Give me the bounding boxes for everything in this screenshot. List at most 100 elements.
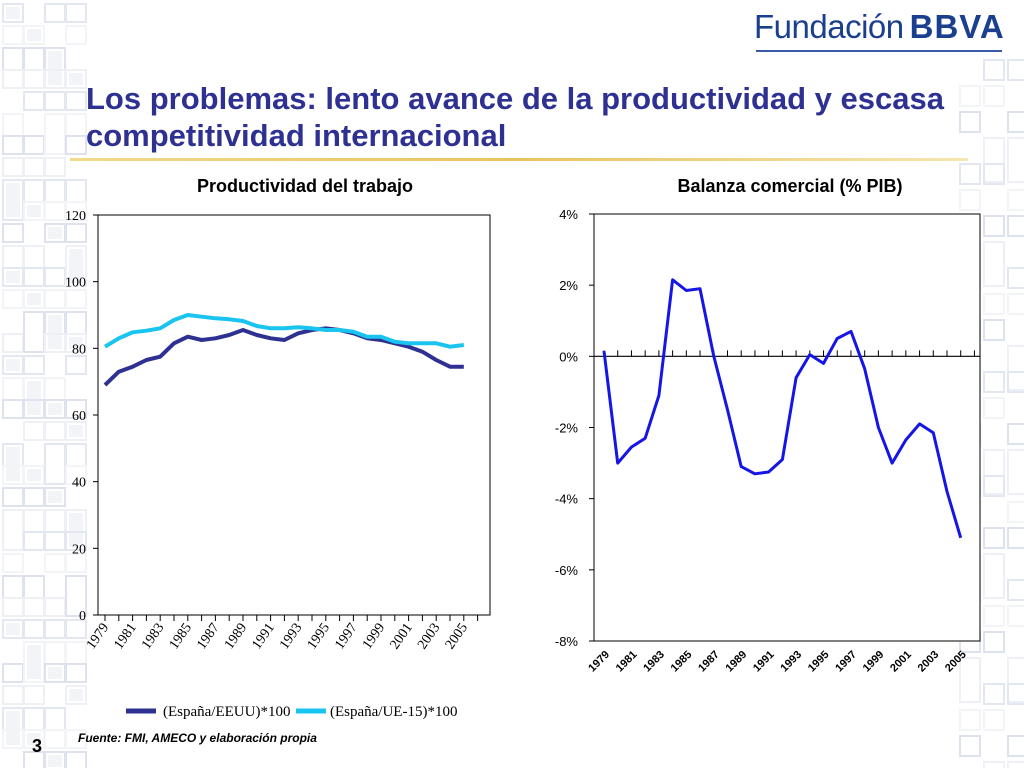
deco-tile-fill bbox=[69, 425, 83, 437]
deco-tile bbox=[65, 553, 87, 573]
deco-tile bbox=[65, 421, 87, 441]
deco-tile bbox=[65, 663, 87, 683]
deco-tile bbox=[1007, 189, 1024, 211]
right-y-tick-label: 2% bbox=[559, 278, 578, 293]
deco-tile-fill bbox=[48, 667, 62, 679]
deco-tile bbox=[2, 223, 24, 243]
right-x-tick-label: 1989 bbox=[724, 649, 750, 675]
legend-label-espana-ue15: (España/UE-15)*100 bbox=[330, 704, 457, 720]
deco-tile bbox=[23, 25, 45, 45]
deco-tile bbox=[983, 397, 1005, 419]
page-number: 3 bbox=[32, 736, 43, 756]
left-y-tick-label: 60 bbox=[72, 409, 86, 424]
deco-tile-fill bbox=[48, 227, 62, 239]
right-x-tick-label: 1987 bbox=[696, 649, 722, 675]
deco-tile-fill bbox=[6, 183, 20, 217]
deco-tile bbox=[65, 201, 87, 221]
deco-tile bbox=[1007, 761, 1024, 768]
left-x-tick-label: 1999 bbox=[360, 621, 388, 653]
left-x-tick-label: 1997 bbox=[332, 621, 360, 653]
left-y-tick-label: 0 bbox=[79, 609, 86, 624]
deco-tile bbox=[65, 729, 87, 749]
deco-tile bbox=[1007, 605, 1024, 627]
deco-tile bbox=[44, 157, 66, 177]
chart-title-productividad: Productividad del trabajo bbox=[196, 176, 414, 196]
left-x-tick-label: 1989 bbox=[222, 621, 250, 653]
right-y-tick-label: -8% bbox=[555, 634, 579, 649]
deco-tile bbox=[65, 619, 87, 639]
deco-tile-fill bbox=[27, 29, 41, 41]
deco-tile-fill bbox=[27, 205, 41, 217]
left-y-tick-label: 120 bbox=[65, 209, 86, 224]
deco-tile-fill bbox=[48, 51, 62, 85]
deco-tile-fill bbox=[69, 249, 83, 283]
deco-tile bbox=[1007, 267, 1024, 289]
deco-tile bbox=[1007, 293, 1024, 315]
deco-tile-fill bbox=[27, 381, 41, 415]
slide-title: Los problemas: lento avance de la produc… bbox=[86, 81, 944, 153]
right-x-tick-label: 2005 bbox=[943, 649, 969, 675]
right-y-tick-label: 4% bbox=[559, 207, 578, 222]
left-x-tick-label: 1979 bbox=[84, 621, 112, 653]
deco-tile bbox=[2, 553, 24, 573]
deco-tile bbox=[65, 223, 87, 243]
fundacion-bbva-logo: Fundación BBVA bbox=[754, 8, 1005, 46]
deco-tile bbox=[1007, 735, 1024, 757]
deco-tile bbox=[65, 531, 87, 551]
right-x-tick-label: 1995 bbox=[806, 649, 832, 675]
deco-tile bbox=[983, 371, 1005, 393]
deco-tile-fill bbox=[48, 755, 62, 767]
left-y-tick-label: 20 bbox=[72, 542, 86, 557]
left-x-tick-label: 1981 bbox=[112, 621, 140, 653]
right-x-tick-label: 1981 bbox=[614, 649, 640, 675]
right-x-tick-label: 1997 bbox=[833, 649, 859, 675]
deco-tile bbox=[65, 69, 87, 89]
deco-tile bbox=[959, 735, 981, 757]
deco-tile-fill bbox=[6, 711, 20, 745]
right-x-tick-label: 1999 bbox=[861, 649, 887, 675]
right-x-tick-label: 2003 bbox=[916, 649, 942, 675]
deco-tile bbox=[1007, 111, 1024, 133]
logo-text-bbva: BBVA bbox=[909, 8, 1005, 45]
deco-tile bbox=[959, 163, 981, 185]
deco-tile bbox=[983, 527, 1005, 549]
right-x-tick-label: 1983 bbox=[641, 649, 667, 675]
source-note: Fuente: FMI, AMECO y elaboración propia bbox=[78, 731, 317, 745]
deco-tile bbox=[959, 85, 981, 107]
deco-tile bbox=[959, 111, 981, 133]
left-y-tick-label: 100 bbox=[65, 276, 86, 291]
deco-tile-fill bbox=[6, 7, 20, 19]
deco-tile bbox=[1007, 345, 1024, 391]
deco-tile bbox=[1007, 137, 1024, 183]
right-x-tick-label: 2001 bbox=[888, 649, 914, 675]
left-series-line-espana-ue15 bbox=[103, 313, 465, 349]
deco-tile bbox=[1007, 579, 1024, 601]
left-x-tick-label: 1985 bbox=[167, 621, 195, 653]
left-x-tick-label: 2005 bbox=[443, 621, 471, 653]
deco-tile bbox=[1007, 449, 1024, 495]
deco-tile bbox=[959, 189, 981, 211]
deco-tile bbox=[65, 399, 87, 419]
deco-tile bbox=[1007, 501, 1024, 523]
deco-tile bbox=[983, 241, 1005, 287]
left-x-tick-label: 1983 bbox=[139, 621, 167, 653]
deco-tile-fill bbox=[6, 447, 20, 481]
deco-tile bbox=[983, 293, 1005, 315]
chart-title-balanza: Balanza comercial (% PIB) bbox=[677, 176, 903, 196]
deco-tile bbox=[1007, 527, 1024, 549]
right-y-tick-label: -2% bbox=[555, 421, 579, 436]
deco-tile bbox=[1007, 371, 1024, 393]
logo-underline bbox=[756, 50, 1002, 52]
deco-tile bbox=[65, 3, 87, 23]
deco-tile-fill bbox=[6, 623, 20, 635]
deco-tile bbox=[983, 761, 1005, 768]
deco-tile-fill bbox=[6, 359, 20, 371]
left-x-tick-label: 2001 bbox=[388, 621, 416, 653]
right-x-tick-label: 1985 bbox=[669, 649, 695, 675]
left-y-tick-label: 80 bbox=[72, 342, 86, 357]
deco-tile bbox=[983, 85, 1005, 107]
deco-tile bbox=[65, 575, 87, 617]
deco-tile bbox=[1007, 59, 1024, 81]
deco-tile-fill bbox=[27, 469, 41, 481]
